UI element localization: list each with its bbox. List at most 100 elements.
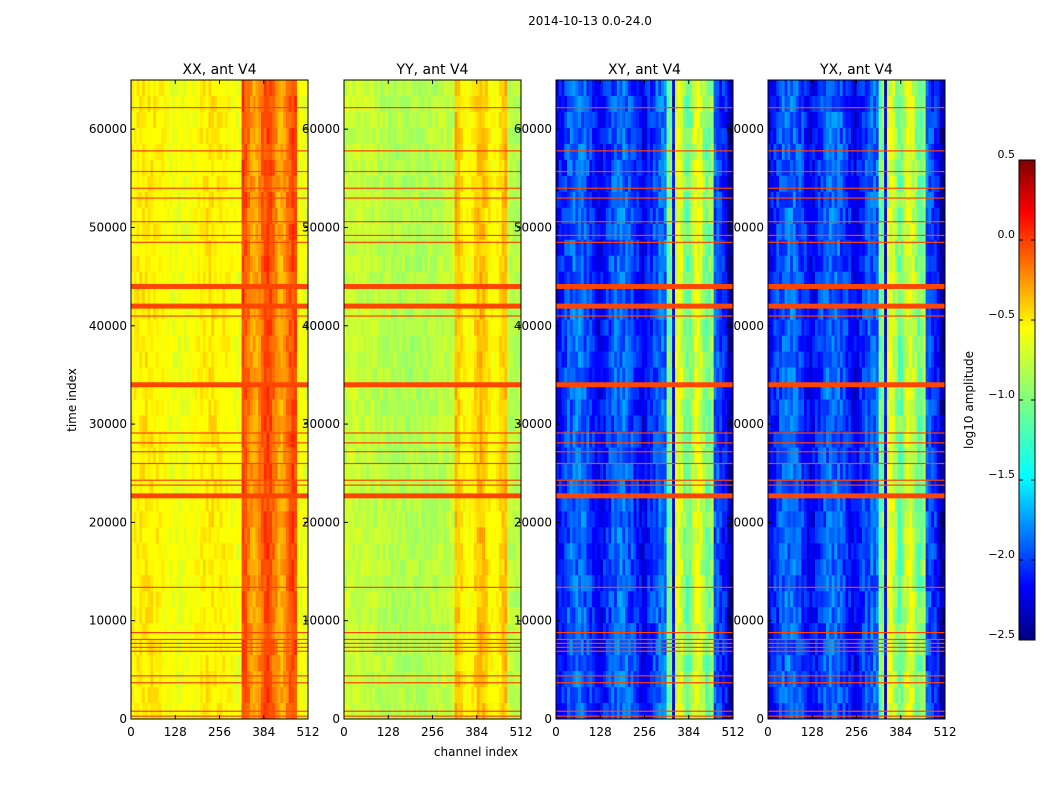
heatmap-cell — [374, 223, 378, 241]
heatmap-cell — [294, 479, 298, 496]
heatmap-cell — [241, 527, 245, 544]
heatmap-cell — [283, 511, 287, 528]
heatmap-cell — [227, 271, 231, 289]
heatmap-cell — [274, 383, 278, 400]
heatmap-cell — [291, 255, 295, 273]
heatmap-cell — [236, 287, 240, 305]
heatmap-cell — [493, 655, 497, 672]
heatmap-cell — [244, 431, 248, 448]
heatmap-cell — [479, 287, 483, 305]
heatmap-cell — [211, 543, 215, 560]
heatmap-cell — [172, 287, 176, 305]
heatmap-cell — [139, 527, 143, 544]
heatmap-cell — [166, 319, 171, 337]
heatmap-cell — [288, 303, 292, 321]
heatmap-cell — [465, 591, 469, 608]
heatmap-cell — [288, 607, 292, 624]
heatmap-cell — [357, 95, 361, 113]
heatmap-cell — [166, 95, 171, 113]
heatmap-cell — [366, 95, 370, 113]
heatmap-cell — [274, 671, 278, 688]
heatmap-cell — [479, 415, 483, 432]
heatmap-cell — [368, 671, 373, 688]
heatmap-cell — [225, 303, 229, 321]
heatmap-cell — [407, 671, 411, 688]
heatmap-cell — [144, 351, 148, 368]
heatmap-cell — [462, 623, 467, 640]
heatmap-cell — [288, 191, 292, 209]
heatmap-cell — [404, 463, 409, 480]
heatmap-cell — [178, 383, 182, 400]
heatmap-cell — [457, 575, 461, 592]
heatmap-cell — [280, 511, 284, 528]
heatmap-cell — [402, 95, 406, 113]
heatmap-cell — [476, 95, 480, 113]
heatmap-cell — [413, 495, 417, 512]
heatmap-cell — [374, 143, 378, 161]
heatmap-cell — [479, 127, 483, 145]
heatmap-cell — [393, 303, 397, 321]
heatmap-cell — [446, 447, 450, 464]
heatmap-cell — [236, 127, 240, 145]
heatmap-cell — [504, 335, 508, 352]
heatmap-cell — [302, 127, 306, 145]
heatmap-cell — [429, 191, 433, 209]
heatmap-cell — [366, 559, 370, 576]
heatmap-cell — [158, 159, 162, 177]
heatmap-cell — [473, 319, 478, 337]
heatmap-cell — [225, 175, 229, 193]
heatmap-cell — [211, 159, 215, 177]
heatmap-cell — [166, 575, 171, 592]
heatmap-cell — [277, 431, 281, 448]
heatmap-cell — [208, 335, 212, 352]
heatmap-cell — [462, 447, 467, 464]
heatmap-cell — [172, 623, 176, 640]
heatmap-cell — [241, 223, 245, 241]
heatmap-cell — [413, 207, 417, 225]
heatmap-cell — [473, 207, 478, 225]
heatmap-cell — [178, 607, 182, 624]
heatmap-cell — [255, 687, 259, 704]
flag-row-thin — [131, 650, 308, 652]
heatmap-cell — [280, 367, 284, 384]
heatmap-cell — [183, 687, 187, 704]
heatmap-cell — [496, 367, 500, 384]
heatmap-cell — [457, 207, 461, 225]
heatmap-cell — [299, 335, 303, 352]
heatmap-cell — [460, 367, 464, 384]
heatmap-cell — [172, 303, 176, 321]
heatmap-cell — [429, 655, 433, 672]
heatmap-cell — [496, 95, 500, 113]
heatmap-cell — [391, 367, 395, 384]
heatmap-cell — [183, 383, 187, 400]
heatmap-cell — [305, 287, 309, 305]
heatmap-cell — [191, 495, 196, 512]
heatmap-cell — [482, 319, 486, 337]
heatmap-cell — [189, 511, 193, 528]
heatmap-cell — [200, 95, 204, 113]
heatmap-cell — [404, 127, 409, 145]
heatmap-cell — [266, 591, 270, 608]
heatmap-cell — [169, 399, 173, 416]
heatmap-cell — [355, 607, 359, 624]
heatmap-cell — [396, 607, 400, 624]
heatmap-cell — [393, 191, 397, 209]
heatmap-cell — [391, 175, 395, 193]
heatmap-cell — [180, 239, 184, 257]
heatmap-cell — [233, 655, 237, 672]
heatmap-cell — [482, 111, 486, 129]
heatmap-cell — [391, 191, 395, 209]
heatmap-cell — [178, 559, 182, 576]
heatmap-cell — [230, 511, 234, 528]
heatmap-cell — [153, 351, 157, 368]
heatmap-cell — [202, 495, 207, 512]
heatmap-cell — [211, 447, 215, 464]
heatmap-cell — [368, 95, 373, 113]
heatmap-cell — [238, 111, 243, 129]
heatmap-cell — [407, 287, 411, 305]
heatmap-cell — [150, 143, 154, 161]
heatmap-cell — [407, 623, 411, 640]
heatmap-cell — [346, 207, 350, 225]
heatmap-cell — [227, 127, 231, 145]
heatmap-cell — [144, 543, 148, 560]
